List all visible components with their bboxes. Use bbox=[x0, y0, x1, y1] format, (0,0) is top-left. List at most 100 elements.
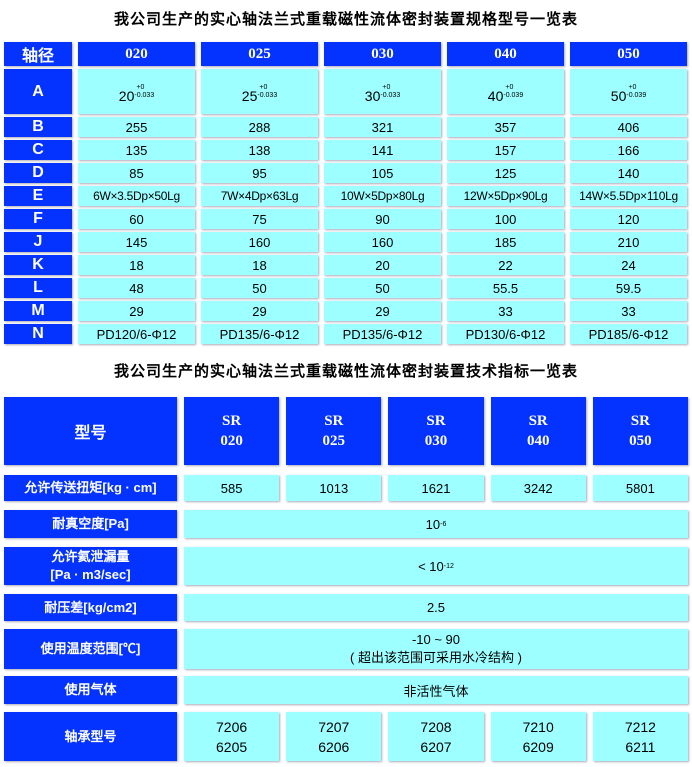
spec-table: 轴径 020 025 030 040 050 A 20 +0 -0.033 25 +0-… bbox=[4, 42, 687, 347]
spec-header-row: 轴径 020 025 030 040 050 bbox=[4, 42, 687, 66]
bearing-primary: 7210 bbox=[522, 718, 554, 735]
value-cell: 60 bbox=[78, 209, 195, 229]
tech-header-row: 型号 SR 020 SR 025 SR 030 SR 040 SR 050 bbox=[4, 397, 688, 465]
model-size: 020 bbox=[220, 433, 243, 449]
tolerance-lower: -0.033 bbox=[134, 91, 155, 99]
spec-row-c: C 135 138 141 157 166 bbox=[4, 140, 687, 160]
bearing-secondary: 6209 bbox=[522, 738, 554, 755]
value-cell: 120 bbox=[570, 209, 687, 229]
leak-label-1: 允许氦泄漏量 bbox=[51, 549, 130, 564]
value-cell: 33 bbox=[447, 301, 564, 321]
temperature-note: ( 超出该范围可采用水冷结构 ) bbox=[350, 650, 522, 665]
tolerance-limits: +0 -0.033 bbox=[380, 84, 400, 100]
header-label: 轴径 bbox=[4, 42, 72, 66]
value-cell: PD130/6-Φ12 bbox=[447, 324, 564, 344]
row-label: M bbox=[4, 301, 72, 321]
vacuum-exp: -6 bbox=[440, 520, 447, 528]
spec-row-f: F 60 75 90 100 120 bbox=[4, 209, 687, 229]
spec-row-b: B 255 288 321 357 406 bbox=[4, 117, 687, 137]
value-cell: 135 bbox=[78, 140, 195, 160]
model-series: SR bbox=[426, 413, 446, 429]
leak-prefix: < 10 bbox=[418, 558, 444, 574]
spec-row-d: D 85 95 105 125 140 bbox=[4, 163, 687, 183]
value-cell: 160 bbox=[201, 232, 318, 252]
value-cell: 55.5 bbox=[447, 278, 564, 298]
tech-table: 型号 SR 020 SR 025 SR 030 SR 040 SR 050 允许传送扭矩[kg ·… bbox=[4, 397, 688, 761]
spec-row-j: J 145 160 160 185 210 bbox=[4, 232, 687, 252]
model-header: SR 030 bbox=[388, 397, 484, 465]
tolerance-upper: +0 bbox=[505, 83, 514, 91]
model-size: 050 bbox=[629, 433, 652, 449]
value-cell: 6W×3.5Dp×50Lg bbox=[78, 186, 195, 206]
spec-row-m: M 29 29 29 33 33 bbox=[4, 301, 687, 321]
row-label: 轴承型号 bbox=[4, 712, 177, 761]
size-header: 020 bbox=[78, 42, 195, 66]
bearing-secondary: 6205 bbox=[216, 738, 248, 755]
bearing-cell: 7210 6209 bbox=[490, 712, 586, 761]
value-cell: 10W×5Dp×80Lg bbox=[324, 186, 441, 206]
model-series: SR bbox=[324, 413, 344, 429]
value-cell: 90 bbox=[324, 209, 441, 229]
row-label: B bbox=[4, 117, 72, 137]
bearing-cell: 7207 6206 bbox=[286, 712, 382, 761]
row-label: 允许氦泄漏量 [Pa · m3/sec] bbox=[4, 547, 177, 585]
value-cell: PD120/6-Φ12 bbox=[78, 324, 195, 344]
model-series: SR bbox=[528, 413, 548, 429]
bearing-secondary: 6207 bbox=[420, 738, 452, 755]
value-cell: 255 bbox=[78, 117, 195, 137]
tolerance-limits: +0 -0.033 bbox=[257, 84, 277, 100]
value-cell: 210 bbox=[570, 232, 687, 252]
bearing-secondary: 6206 bbox=[318, 738, 350, 755]
spec-row-n: N PD120/6-Φ12 PD135/6-Φ12 PD135/6-Φ12 PD130/… bbox=[4, 324, 687, 344]
tolerance-upper: +0 bbox=[259, 83, 268, 91]
tolerance-lower: -0.033 bbox=[257, 91, 278, 99]
row-label: 使用温度范围[℃] bbox=[4, 629, 177, 669]
value-cell: 33 bbox=[570, 301, 687, 321]
value-cell: 50 bbox=[324, 278, 441, 298]
bearing-secondary: 6211 bbox=[625, 738, 656, 755]
spec-row-e: E 6W×3.5Dp×50Lg 7W×4Dp×63Lg 10W×5Dp×80Lg 12W… bbox=[4, 186, 687, 206]
tolerance-base: 25 bbox=[241, 87, 258, 104]
value-cell: 185 bbox=[447, 232, 564, 252]
value-cell: 12W×5Dp×90Lg bbox=[447, 186, 564, 206]
value-cell: 105 bbox=[324, 163, 441, 183]
leak-exp: -12 bbox=[443, 562, 454, 570]
tolerance-base: 40 bbox=[487, 87, 504, 104]
value-cell: 157 bbox=[447, 140, 564, 160]
value-cell: PD135/6-Φ12 bbox=[324, 324, 441, 344]
size-header: 050 bbox=[570, 42, 687, 66]
torque-value: 3242 bbox=[490, 475, 586, 501]
model-header: SR 020 bbox=[184, 397, 280, 465]
value-cell: 145 bbox=[78, 232, 195, 252]
value-cell: 138 bbox=[201, 140, 318, 160]
model-size: 025 bbox=[322, 433, 346, 449]
torque-value: 1013 bbox=[286, 475, 382, 501]
value-cell: 29 bbox=[324, 301, 441, 321]
model-series: SR bbox=[630, 413, 650, 429]
tolerance-limits: +0 -0.033 bbox=[134, 84, 154, 100]
bearing-primary: 7207 bbox=[318, 718, 350, 735]
tolerance-cell: 30 +0 -0.033 bbox=[324, 69, 441, 114]
value-cell: 14W×5.5Dp×110Lg bbox=[570, 186, 687, 206]
row-label: N bbox=[4, 324, 72, 344]
value-cell: PD135/6-Φ12 bbox=[201, 324, 318, 344]
value-cell: 18 bbox=[201, 255, 318, 275]
row-label: A bbox=[4, 69, 72, 114]
row-label: F bbox=[4, 209, 72, 229]
value-cell: 357 bbox=[447, 117, 564, 137]
value-cell: 75 bbox=[201, 209, 318, 229]
leak-label-2: [Pa · m3/sec] bbox=[50, 567, 131, 582]
bearing-primary: 7212 bbox=[624, 718, 656, 735]
value-cell: 125 bbox=[447, 163, 564, 183]
row-label: 允许传送扭矩[kg · cm] bbox=[4, 475, 177, 501]
torque-value: 585 bbox=[184, 475, 280, 501]
tolerance-upper: +0 bbox=[382, 83, 391, 91]
bearing-cell: 7208 6207 bbox=[388, 712, 484, 761]
value-cell: 288 bbox=[201, 117, 318, 137]
tolerance-upper: +0 bbox=[136, 83, 145, 91]
size-header: 025 bbox=[201, 42, 318, 66]
value-cell: 18 bbox=[78, 255, 195, 275]
tolerance-base: 30 bbox=[364, 87, 381, 104]
size-header: 040 bbox=[447, 42, 564, 66]
